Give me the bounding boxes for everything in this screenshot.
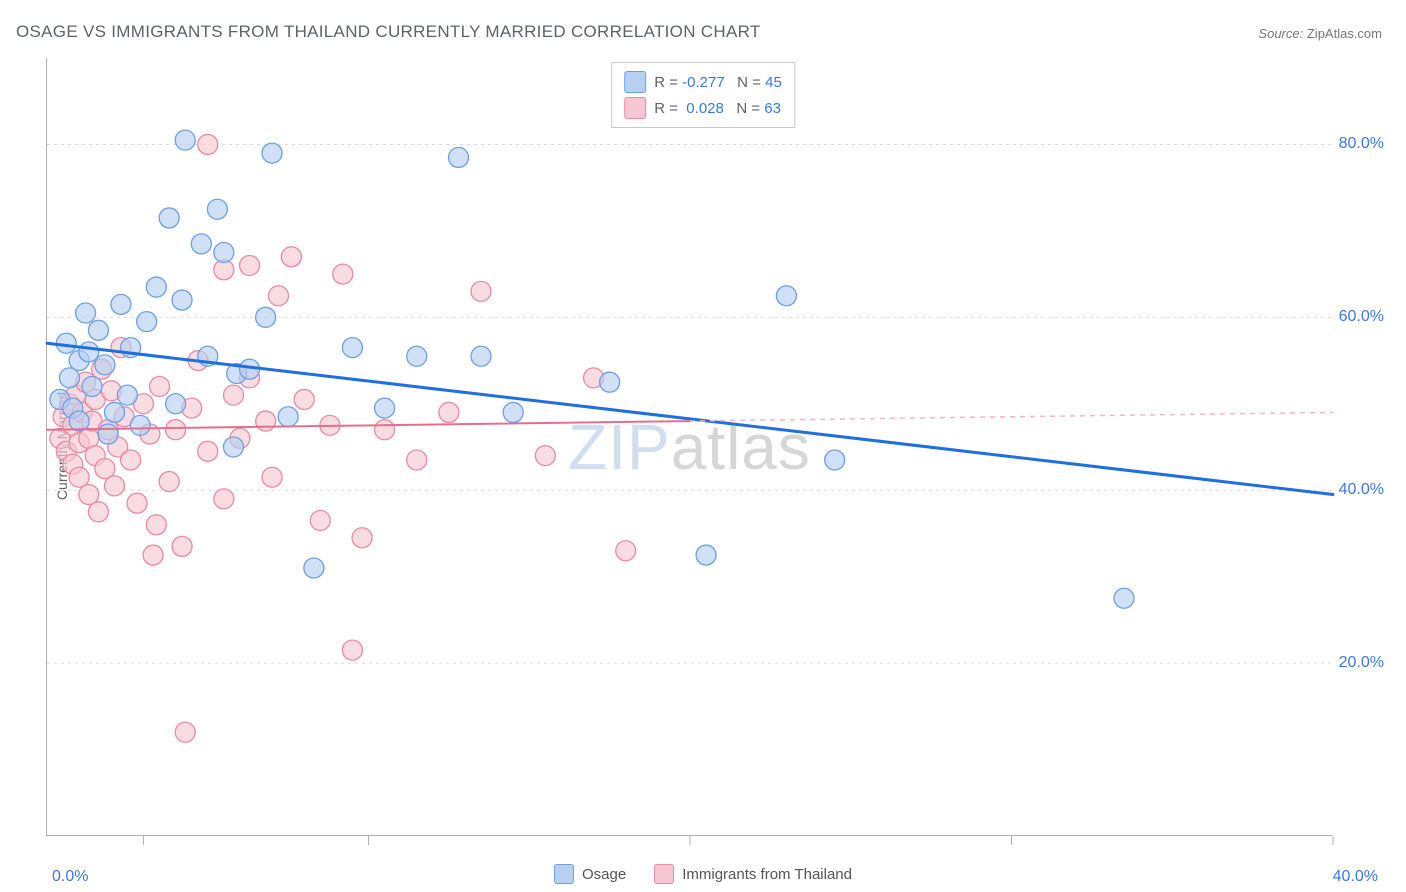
legend-stats-thailand: R = 0.028 N = 63 <box>654 100 781 117</box>
legend-stats-osage: R = -0.277 N = 45 <box>654 74 782 91</box>
series-swatch-thailand <box>654 864 674 884</box>
series-label-osage: Osage <box>582 866 626 883</box>
source-label: Source: <box>1258 26 1303 41</box>
source-attribution: Source: ZipAtlas.com <box>1258 26 1382 41</box>
y-tick-label: 80.0% <box>1339 135 1384 153</box>
chart-svg <box>47 58 1332 835</box>
y-tick-label: 20.0% <box>1339 654 1384 672</box>
source-value: ZipAtlas.com <box>1307 26 1382 41</box>
chart-title: OSAGE VS IMMIGRANTS FROM THAILAND CURREN… <box>16 22 761 42</box>
y-tick-label: 40.0% <box>1339 481 1384 499</box>
series-legend-item-thailand: Immigrants from Thailand <box>654 864 852 884</box>
series-swatch-osage <box>554 864 574 884</box>
legend-swatch-thailand <box>624 97 646 119</box>
series-legend: Osage Immigrants from Thailand <box>554 864 852 884</box>
x-axis-min-label: 0.0% <box>52 868 88 886</box>
correlation-legend-row-osage: R = -0.277 N = 45 <box>624 69 782 95</box>
legend-swatch-osage <box>624 71 646 93</box>
plot-area: ZIPatlas <box>46 58 1332 836</box>
x-axis-max-label: 40.0% <box>1333 868 1378 886</box>
correlation-legend-row-thailand: R = 0.028 N = 63 <box>624 95 782 121</box>
y-tick-label: 60.0% <box>1339 308 1384 326</box>
correlation-legend: R = -0.277 N = 45 R = 0.028 N = 63 <box>611 62 795 128</box>
series-label-thailand: Immigrants from Thailand <box>682 866 852 883</box>
series-legend-item-osage: Osage <box>554 864 626 884</box>
